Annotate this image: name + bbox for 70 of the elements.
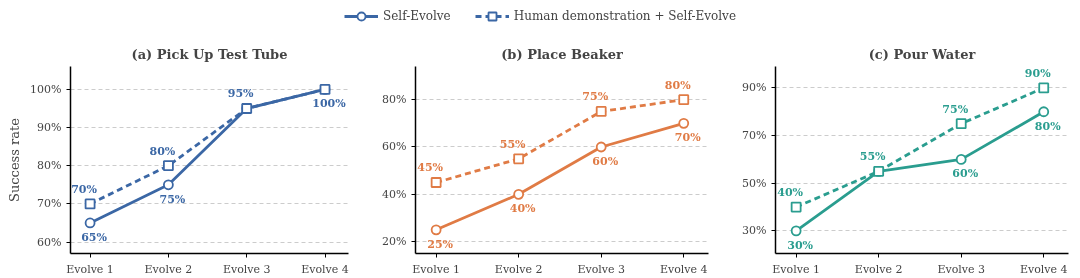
data-label: 30%: [787, 238, 814, 252]
point: [162, 179, 174, 191]
point: [513, 188, 525, 200]
y-tick-label: 50%: [742, 176, 767, 190]
point: [595, 141, 607, 153]
data-label: 75%: [942, 102, 969, 116]
legend-label: Self-Evolve: [383, 9, 451, 23]
data-label: 70%: [674, 131, 702, 145]
point: [513, 153, 525, 165]
y-tick-label: 60%: [382, 140, 407, 154]
legend-label: Human demonstration + Self-Evolve: [513, 9, 736, 23]
point: [1038, 82, 1050, 94]
chart-title: (b) Place Beaker: [501, 46, 623, 62]
data-label: 25%: [427, 237, 454, 251]
data-label: 80%: [149, 144, 176, 158]
point: [84, 198, 96, 210]
point: [595, 106, 607, 117]
x-tick-label: Evolve 2: [494, 262, 543, 276]
y-axis-title: Success rate: [7, 117, 23, 202]
point: [955, 118, 967, 130]
y-tick-label: 20%: [382, 235, 407, 249]
data-label: 45%: [417, 161, 444, 175]
x-tick-label: Evolve 2: [144, 262, 193, 276]
point: [1038, 106, 1050, 118]
data-label: 90%: [1024, 66, 1052, 80]
x-tick-label: Evolve 4: [301, 262, 349, 276]
x-tick-label: Evolve 4: [659, 262, 708, 276]
y-tick-label: 100%: [30, 82, 62, 96]
point: [790, 201, 802, 213]
data-label: 60%: [592, 154, 619, 168]
point: [678, 94, 690, 106]
x-tick-label: Evolve 3: [222, 262, 271, 276]
chart-title: (c) Pour Water: [868, 46, 976, 62]
x-tick-label: Evolve 3: [577, 262, 626, 276]
data-label: 55%: [499, 137, 527, 151]
point: [162, 160, 174, 172]
data-label: 95%: [227, 87, 255, 101]
x-tick-label: Evolve 2: [854, 262, 903, 276]
y-tick-label: 90%: [37, 121, 62, 135]
point: [955, 154, 967, 165]
data-label: 65%: [81, 230, 108, 244]
x-tick-label: Evolve 4: [1019, 262, 1068, 276]
data-label: 40%: [509, 202, 537, 216]
y-tick-label: 30%: [742, 224, 767, 238]
point: [430, 224, 442, 236]
x-tick-label: Evolve 1: [66, 262, 114, 276]
y-tick-label: 80%: [37, 159, 62, 173]
point: [790, 225, 802, 237]
y-tick-label: 40%: [382, 187, 407, 201]
data-label: 80%: [1034, 119, 1062, 133]
data-label: 80%: [664, 78, 692, 92]
data-label: 75%: [159, 192, 186, 206]
x-tick-label: Evolve 1: [412, 262, 460, 276]
x-tick-label: Evolve 1: [772, 262, 820, 276]
data-label: 60%: [952, 167, 979, 181]
point: [430, 177, 442, 188]
data-label: 55%: [859, 150, 887, 164]
data-label: 70%: [71, 182, 98, 196]
chart-title: (a) Pick Up Test Tube: [131, 46, 288, 62]
data-label: 75%: [582, 90, 609, 104]
x-tick-label: Evolve 3: [937, 262, 986, 276]
y-tick-label: 90%: [742, 81, 767, 95]
y-tick-label: 60%: [37, 235, 62, 249]
data-label: 40%: [777, 186, 804, 200]
y-tick-label: 70%: [742, 129, 767, 143]
y-tick-label: 70%: [37, 197, 62, 211]
data-label: 100%: [312, 97, 347, 111]
y-tick-label: 80%: [382, 93, 407, 107]
point: [678, 117, 690, 129]
point: [84, 217, 96, 229]
